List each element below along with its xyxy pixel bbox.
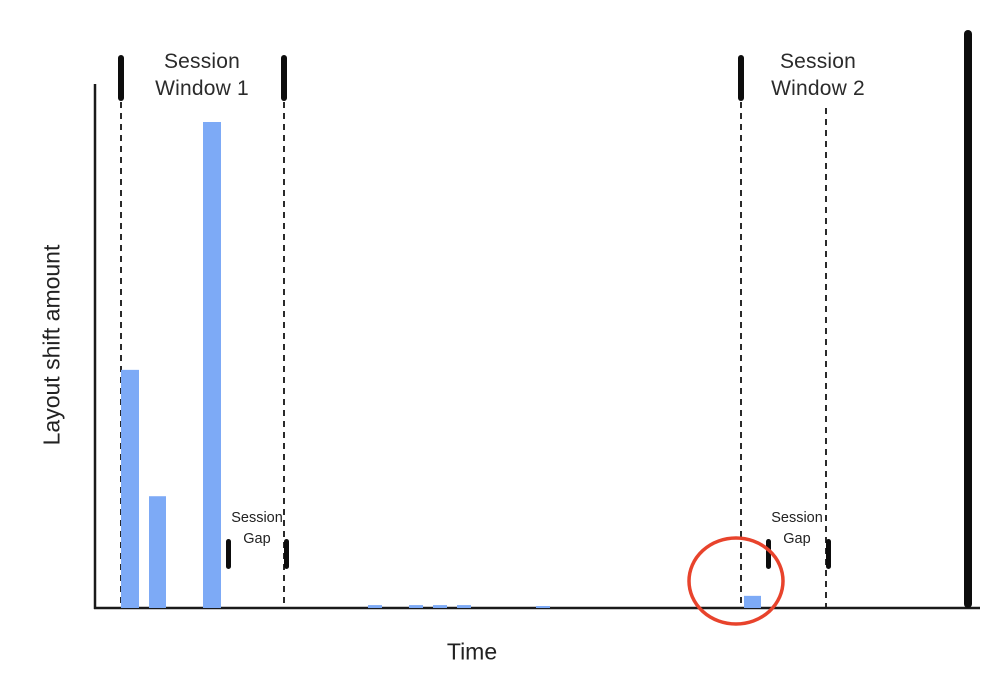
bold-tick-mark-2 [281, 55, 287, 101]
layout-shift-bar-1 [121, 369, 139, 608]
bold-tick-mark-3 [738, 55, 744, 101]
layout-shift-bar-9-highlighted [744, 595, 761, 608]
bold-tick-mark-5 [284, 539, 289, 569]
session-gap-2-label-line2: Gap [783, 531, 811, 547]
session-gap-1-label: Session Gap [222, 508, 292, 550]
session-gap-1-label-line1: Session [231, 510, 283, 526]
y-axis-label: Layout shift amount [38, 244, 65, 446]
red-highlight-circle [687, 536, 785, 626]
session-window-1-label-line2: Window 1 [155, 77, 249, 100]
layout-shift-bar-8 [536, 606, 550, 608]
session-window-2-label-line1: Session [779, 50, 857, 73]
bold-tick-mark-7 [826, 539, 831, 569]
right-edge-session-marker [964, 30, 972, 608]
session-window-1-label-line1: Session [163, 50, 241, 73]
session-window-2-label-line2: Window 2 [771, 77, 865, 100]
session-gap-1-label-line2: Gap [243, 531, 271, 547]
session-gap-2-label: Session Gap [762, 508, 832, 550]
layout-shift-bar-2 [149, 496, 166, 608]
layout-shift-bar-7 [457, 605, 471, 608]
layout-shift-bar-4 [368, 605, 382, 608]
session-gap-2-label-line1: Session [771, 510, 823, 526]
layout-shift-bar-5 [409, 605, 423, 608]
bold-tick-mark-6 [766, 539, 771, 569]
session-window-2-label: Session Window 2 [736, 48, 900, 102]
layout-shift-bar-6 [433, 605, 447, 608]
layout-shift-bar-3 [203, 122, 221, 608]
bold-tick-mark-4 [226, 539, 231, 569]
session-window-1-label: Session Window 1 [120, 48, 284, 102]
bold-tick-mark-1 [118, 55, 124, 101]
x-axis-label: Time [446, 638, 498, 665]
